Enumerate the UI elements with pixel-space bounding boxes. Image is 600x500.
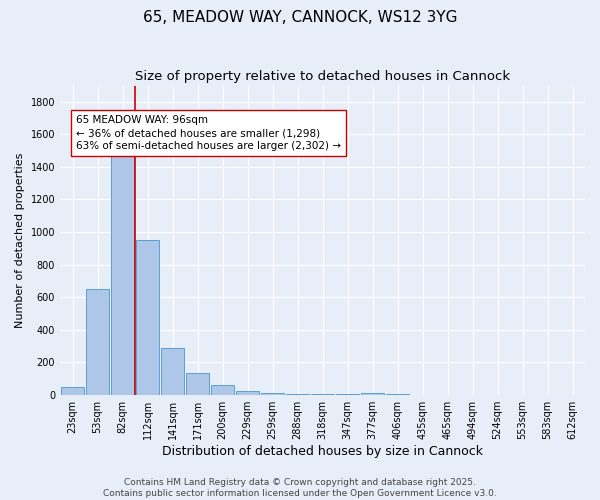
Bar bbox=[361, 393, 385, 394]
Bar bbox=[136, 240, 160, 394]
Title: Size of property relative to detached houses in Cannock: Size of property relative to detached ho… bbox=[135, 70, 510, 83]
Bar bbox=[211, 385, 235, 394]
Bar bbox=[110, 150, 134, 394]
Text: 65 MEADOW WAY: 96sqm
← 36% of detached houses are smaller (1,298)
63% of semi-de: 65 MEADOW WAY: 96sqm ← 36% of detached h… bbox=[76, 115, 341, 151]
Bar bbox=[86, 289, 109, 395]
Bar bbox=[260, 393, 284, 394]
Text: Contains HM Land Registry data © Crown copyright and database right 2025.
Contai: Contains HM Land Registry data © Crown c… bbox=[103, 478, 497, 498]
Bar bbox=[161, 348, 184, 395]
Text: 65, MEADOW WAY, CANNOCK, WS12 3YG: 65, MEADOW WAY, CANNOCK, WS12 3YG bbox=[143, 10, 457, 25]
Bar bbox=[236, 392, 259, 394]
X-axis label: Distribution of detached houses by size in Cannock: Distribution of detached houses by size … bbox=[162, 444, 483, 458]
Y-axis label: Number of detached properties: Number of detached properties bbox=[15, 152, 25, 328]
Bar bbox=[185, 372, 209, 394]
Bar bbox=[61, 386, 85, 394]
